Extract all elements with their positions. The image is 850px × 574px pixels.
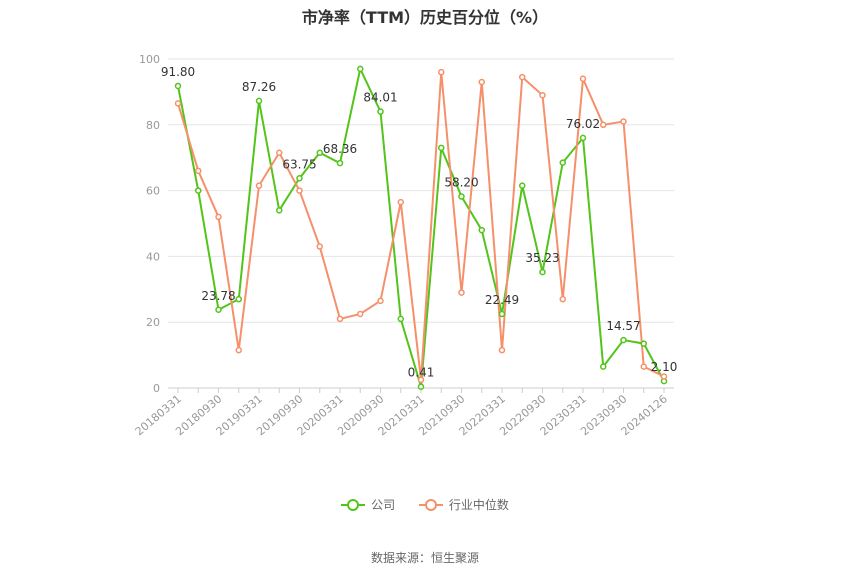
series-0-point[interactable] xyxy=(215,306,222,314)
series-0-point[interactable] xyxy=(276,207,283,214)
series-0-point[interactable] xyxy=(255,97,263,105)
series-1-point[interactable] xyxy=(417,376,425,384)
series-0-point[interactable] xyxy=(296,175,303,182)
data-labels: 91.80 23.78 87.26 63.75 68.36 84.01 0.41 58.20 2… xyxy=(161,65,678,380)
series-1-point[interactable] xyxy=(357,310,364,318)
series-1-point[interactable] xyxy=(215,213,222,221)
series-0-point[interactable] xyxy=(336,159,344,167)
y-tick-label: 100 xyxy=(139,53,160,66)
series-0-point[interactable] xyxy=(519,182,526,189)
y-tick-label: 20 xyxy=(146,316,160,329)
series-0-point[interactable] xyxy=(235,295,242,303)
y-tick-label: 60 xyxy=(146,185,160,198)
series-1-point[interactable] xyxy=(316,243,323,250)
series-0-point[interactable] xyxy=(559,159,566,166)
series-1-point[interactable] xyxy=(296,187,303,194)
series-1-point[interactable] xyxy=(519,73,526,81)
y-tick-label: 0 xyxy=(153,382,160,395)
series-0-point[interactable] xyxy=(397,315,404,323)
series-1-point[interactable] xyxy=(600,121,607,129)
data-label: 14.57 xyxy=(606,319,640,333)
series-0-point[interactable] xyxy=(174,82,182,90)
data-label: 63.75 xyxy=(282,157,316,171)
series-points xyxy=(174,65,668,390)
series-0-point[interactable] xyxy=(579,134,587,142)
data-label: 0.41 xyxy=(408,366,435,380)
legend-item-industry-median[interactable]: 行业中位数 xyxy=(418,496,509,513)
series-1-point[interactable] xyxy=(397,198,404,206)
y-tick-label: 40 xyxy=(146,250,160,263)
legend-swatch-industry-median xyxy=(418,498,443,511)
series-1-point[interactable] xyxy=(498,346,506,354)
series-0-point[interactable] xyxy=(640,340,647,347)
data-label: 23.78 xyxy=(201,289,235,303)
data-label: 58.20 xyxy=(444,176,478,190)
series-1-point[interactable] xyxy=(478,78,485,86)
series-1-point[interactable] xyxy=(255,182,263,189)
data-label: 35.23 xyxy=(525,251,559,265)
series-0-point[interactable] xyxy=(438,144,445,152)
legend: 公司 行业中位数 xyxy=(0,496,850,514)
series-1-point[interactable] xyxy=(579,75,587,82)
series-1-point[interactable] xyxy=(640,363,647,370)
series-0-point[interactable] xyxy=(600,363,607,370)
series-0-point[interactable] xyxy=(417,383,425,390)
data-label: 76.02 xyxy=(566,117,600,131)
series-0-point[interactable] xyxy=(620,336,627,344)
data-label: 68.36 xyxy=(323,142,357,156)
series-0-point[interactable] xyxy=(478,226,485,234)
series-0-point[interactable] xyxy=(357,65,364,73)
legend-item-company[interactable]: 公司 xyxy=(341,496,395,513)
y-tick-label: 80 xyxy=(146,119,160,132)
data-label: 91.80 xyxy=(161,65,195,79)
data-label: 22.49 xyxy=(485,293,519,307)
series-1-point[interactable] xyxy=(539,91,546,99)
data-label: 87.26 xyxy=(242,80,276,94)
chart-title: 市净率（TTM）历史百分位（%） xyxy=(301,8,549,27)
series-1-point[interactable] xyxy=(377,297,384,305)
legend-label-industry-median: 行业中位数 xyxy=(448,498,509,512)
series-0-point[interactable] xyxy=(498,310,506,318)
series-0-point[interactable] xyxy=(539,268,546,276)
series-1-point[interactable] xyxy=(276,149,283,157)
legend-label-company: 公司 xyxy=(371,498,396,512)
series-0-point[interactable] xyxy=(195,187,202,194)
series-0-point[interactable] xyxy=(316,149,323,157)
series-1-point[interactable] xyxy=(559,295,566,303)
series-1-point[interactable] xyxy=(336,315,344,323)
series-1-point[interactable] xyxy=(438,68,445,76)
series-1-point[interactable] xyxy=(195,167,202,175)
data-label: 2.10 xyxy=(651,360,678,374)
series-1-point[interactable] xyxy=(235,346,242,354)
series-1-point[interactable] xyxy=(458,289,465,296)
grid-lines xyxy=(168,58,674,389)
data-label: 84.01 xyxy=(363,91,397,105)
series-0-point[interactable] xyxy=(458,193,465,200)
series-1-point[interactable] xyxy=(660,373,668,380)
legend-swatch-company xyxy=(341,498,366,511)
axes: 0204060801002018033120180930201903312019… xyxy=(133,53,670,438)
series-1-point[interactable] xyxy=(174,100,182,107)
source-note: 数据来源：恒生聚源 xyxy=(370,551,479,565)
series-1-point[interactable] xyxy=(620,118,627,125)
series-0-point[interactable] xyxy=(377,108,384,115)
